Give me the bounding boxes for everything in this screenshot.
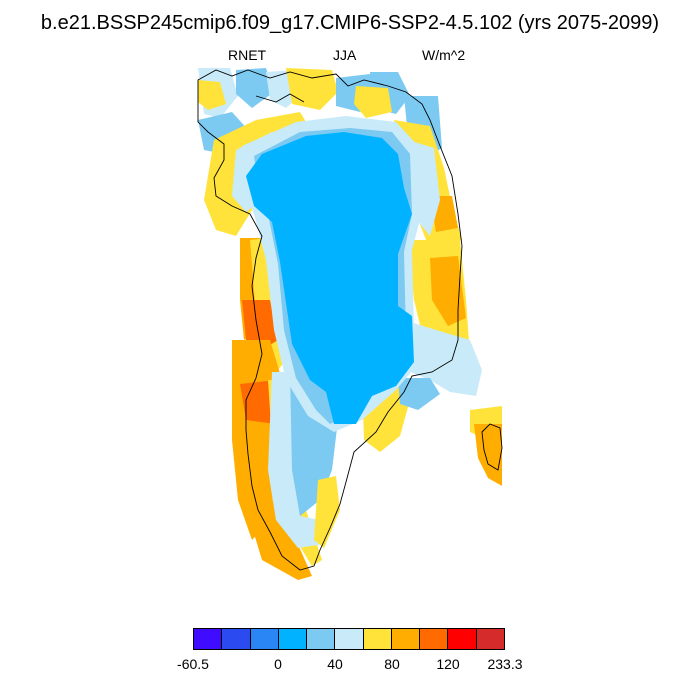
- s-pale-blue-band: [268, 372, 324, 548]
- colorbar-swatch-5: [335, 629, 364, 649]
- colorbar: [193, 628, 505, 650]
- w-dark-orange-cell-1: [242, 300, 278, 350]
- sw-orange-band: [244, 500, 312, 580]
- e-pale-blue-band-lower: [404, 320, 482, 396]
- ice-sheet-core: [246, 132, 414, 424]
- s-yellow-tip: [314, 476, 340, 548]
- units-label: W/m^2: [422, 47, 466, 63]
- ne-yellow-cell: [354, 86, 392, 118]
- colorbar-swatch-1: [222, 629, 251, 649]
- colorbar-label-80: 80: [384, 656, 400, 672]
- coastline: [197, 69, 503, 571]
- n-yellow-cell-1: [286, 68, 338, 110]
- colorbar-label-40: 40: [327, 656, 343, 672]
- season-label: JJA: [333, 47, 357, 63]
- colorbar-swatch-7: [391, 629, 421, 649]
- colorbar-label-0: 0: [274, 656, 282, 672]
- colorbar-swatch-6: [363, 629, 392, 649]
- southeast-island-cells: [470, 406, 502, 486]
- colorbar-swatch-2: [250, 629, 279, 649]
- nw-yellow-cell: [198, 80, 226, 110]
- colorbar-label-120: 120: [436, 656, 460, 672]
- ice-sheet-interior: [242, 116, 422, 432]
- se-island-orange: [474, 424, 502, 486]
- colorbar-swatch-8: [420, 629, 449, 649]
- variable-label: RNET: [228, 47, 267, 63]
- east-coast-cells: [362, 120, 482, 452]
- north-fjord-line: [255, 93, 305, 103]
- se-island-coastline: [481, 423, 503, 471]
- se-light-blue-cell: [398, 378, 440, 410]
- colorbar-swatch-3: [278, 629, 308, 649]
- greenland-map: [197, 68, 503, 580]
- colorbar-label-max: 233.3: [487, 656, 523, 672]
- colorbar-swatch-4: [307, 629, 336, 649]
- figure-title: b.e21.BSSP245cmip6.f09_g17.CMIP6-SSP2-4.…: [40, 12, 660, 34]
- north-coast-cells: [198, 68, 442, 160]
- colorbar-swatch-10: [476, 629, 504, 649]
- map-panel: [197, 68, 503, 580]
- colorbar-swatch-9: [448, 629, 477, 649]
- e-orange-cell-mid: [430, 256, 466, 326]
- greenland-coastline: [197, 69, 463, 571]
- colorbar-label-min: -60.5: [177, 656, 209, 672]
- colorbar-swatch-0: [194, 629, 223, 649]
- n-light-blue-cell: [236, 68, 274, 108]
